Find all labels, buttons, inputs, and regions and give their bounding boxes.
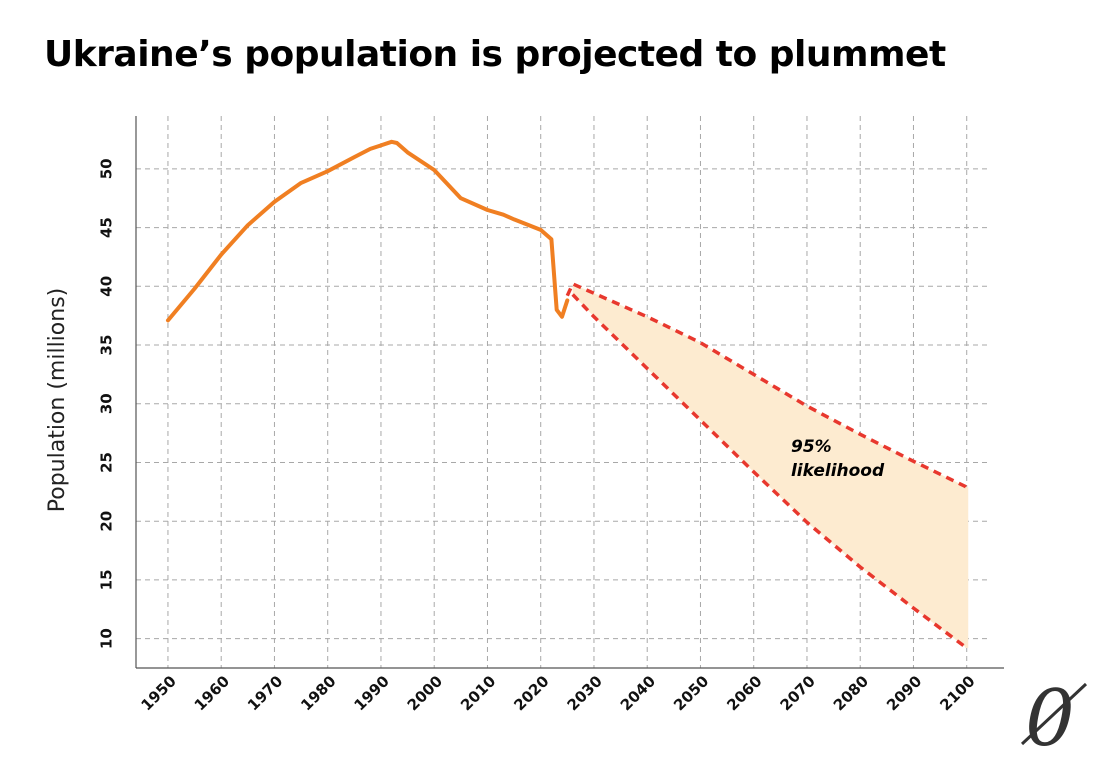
x-tick-label: 2090 [883, 672, 925, 714]
y-tick-label: 15 [97, 569, 115, 590]
x-tick-label: 2080 [830, 672, 872, 714]
projection-lower-bound-line [571, 293, 968, 650]
x-tick-label: 2020 [510, 672, 552, 714]
likelihood-annotation: 95% likelihood [791, 437, 885, 481]
y-tick-label: 30 [97, 393, 115, 414]
grid-lines [136, 116, 988, 668]
x-tick-label: 2030 [564, 672, 606, 714]
x-tick-label: 2070 [777, 672, 819, 714]
y-tick-label: 50 [97, 158, 115, 179]
logo-slash [1020, 682, 1088, 746]
x-tick-label: 2010 [457, 672, 499, 714]
axes [135, 116, 1004, 669]
x-tick-label: 1970 [244, 672, 286, 714]
chart-title: Ukraine’s population is projected to plu… [44, 34, 946, 75]
projection-upper-bound-line [565, 282, 968, 489]
x-tick-labels: 1950 1960 1970 1980 1990 2000 2010 2020 2030 2040… [138, 672, 979, 714]
y-tick-label: 45 [97, 217, 115, 238]
x-tick-label: 2000 [404, 672, 446, 714]
y-axis-label: Population (millions) [45, 288, 70, 513]
x-tick-label: 1990 [351, 672, 393, 714]
x-tick-label: 2040 [617, 672, 659, 714]
x-tick-label: 2060 [723, 672, 765, 714]
x-tick-label: 2050 [670, 672, 712, 714]
y-tick-label: 25 [97, 452, 115, 473]
x-tick-label: 1980 [297, 672, 339, 714]
publisher-logo: 0 [1020, 674, 1088, 764]
y-tick-label: 20 [97, 511, 115, 532]
x-tick-label: 1950 [138, 672, 180, 714]
historical-population-line [166, 139, 570, 323]
y-tick-label: 35 [97, 335, 115, 356]
x-tick-label: 1960 [191, 672, 233, 714]
likelihood-band [572, 283, 967, 648]
y-tick-label: 10 [97, 628, 115, 649]
x-tick-label: 2100 [936, 672, 978, 714]
y-tick-labels: 10 15 20 25 30 35 40 45 50 [97, 158, 115, 649]
y-tick-label: 40 [97, 276, 115, 297]
